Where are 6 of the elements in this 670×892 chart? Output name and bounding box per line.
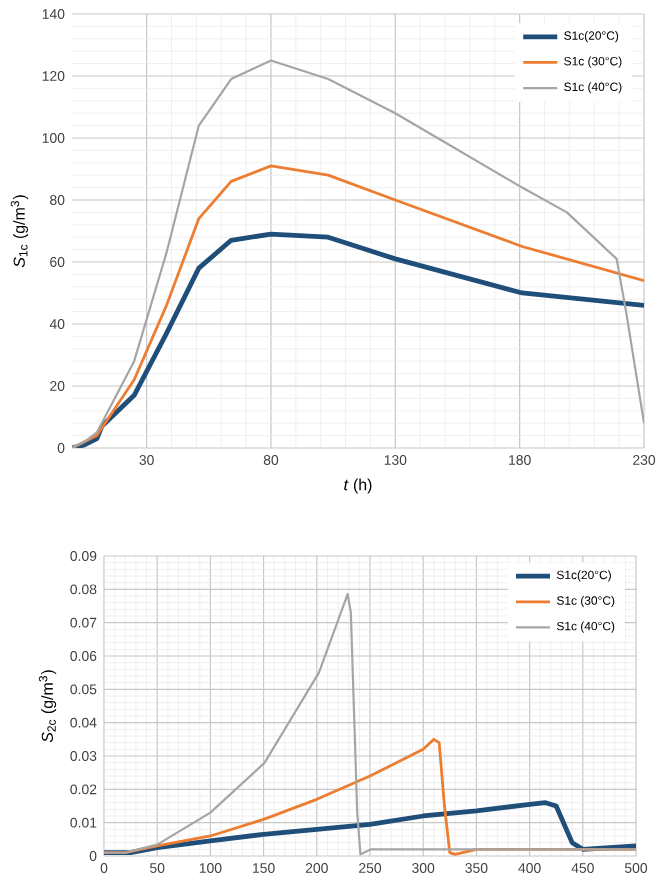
line-series bbox=[104, 592, 636, 856]
line-series bbox=[72, 231, 645, 448]
line-series bbox=[104, 800, 636, 856]
line-series bbox=[104, 737, 636, 856]
line-series bbox=[72, 59, 645, 448]
line-series bbox=[72, 164, 645, 448]
